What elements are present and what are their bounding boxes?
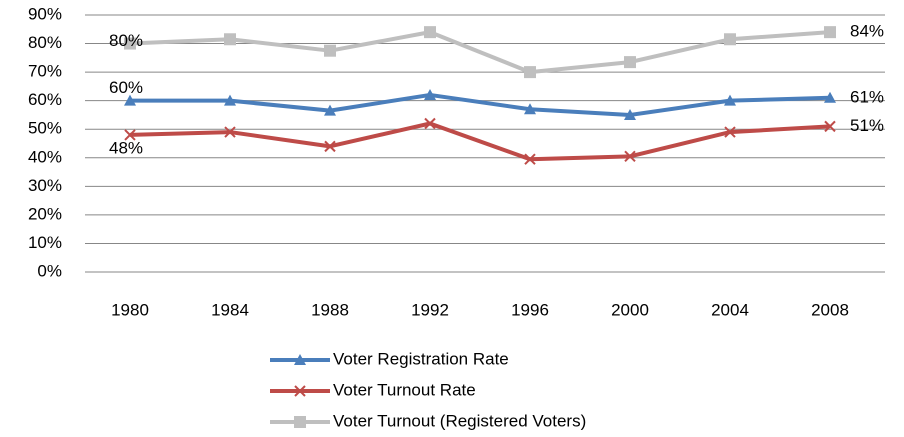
data-label: 60% — [109, 78, 143, 97]
legend-label: Voter Turnout (Registered Voters) — [333, 411, 586, 430]
marker — [424, 117, 436, 130]
marker — [424, 88, 436, 100]
y-tick-label: 0% — [37, 261, 62, 280]
y-tick-label: 80% — [28, 33, 62, 52]
marker — [624, 56, 636, 69]
x-tick-label: 2000 — [611, 300, 649, 319]
y-tick-label: 90% — [28, 4, 62, 23]
data-label: 84% — [850, 22, 884, 41]
series-line — [130, 92, 831, 117]
series: 48% 51% — [109, 116, 884, 165]
marker — [224, 33, 236, 46]
legend-label: Voter Registration Rate — [333, 349, 509, 368]
marker — [724, 126, 736, 138]
data-label: 48% — [109, 138, 143, 157]
series-line — [129, 30, 831, 75]
marker — [294, 416, 306, 428]
marker — [324, 140, 336, 153]
marker — [524, 66, 536, 79]
x-tick-label: 1980 — [111, 300, 149, 319]
marker — [824, 91, 836, 103]
marker — [824, 26, 836, 39]
x-tick-label: 2004 — [711, 300, 749, 319]
series-line — [129, 121, 831, 162]
y-tick-label: 40% — [28, 147, 62, 166]
marker — [324, 104, 336, 116]
marker — [324, 44, 336, 57]
series: 60% 61% — [109, 78, 884, 120]
marker — [224, 126, 236, 138]
data-label: 80% — [109, 31, 143, 50]
marker — [524, 103, 536, 115]
y-tick-label: 10% — [28, 233, 62, 252]
marker — [124, 37, 136, 50]
series: 80% 84% — [109, 22, 884, 79]
y-tick-label: 20% — [28, 204, 62, 223]
data-label: 51% — [850, 116, 884, 135]
marker — [224, 94, 236, 106]
x-tick-label: 1996 — [511, 300, 549, 319]
marker — [624, 108, 636, 120]
y-tick-label: 60% — [28, 90, 62, 109]
x-tick-label: 1988 — [311, 300, 349, 319]
marker — [624, 150, 636, 163]
x-tick-label: 2008 — [811, 300, 849, 319]
marker — [824, 120, 836, 133]
marker — [524, 153, 536, 165]
marker — [124, 94, 136, 106]
marker — [724, 33, 736, 46]
data-label: 61% — [850, 87, 884, 106]
y-tick-label: 50% — [28, 119, 62, 138]
legend-label: Voter Turnout Rate — [333, 380, 476, 399]
marker — [124, 129, 136, 141]
y-tick-label: 30% — [28, 176, 62, 195]
marker — [294, 354, 306, 365]
x-tick-label: 1984 — [211, 300, 249, 319]
y-tick-label: 70% — [28, 62, 62, 81]
marker — [294, 385, 306, 397]
marker — [724, 94, 736, 106]
marker — [424, 26, 436, 39]
x-tick-label: 1992 — [411, 300, 449, 319]
